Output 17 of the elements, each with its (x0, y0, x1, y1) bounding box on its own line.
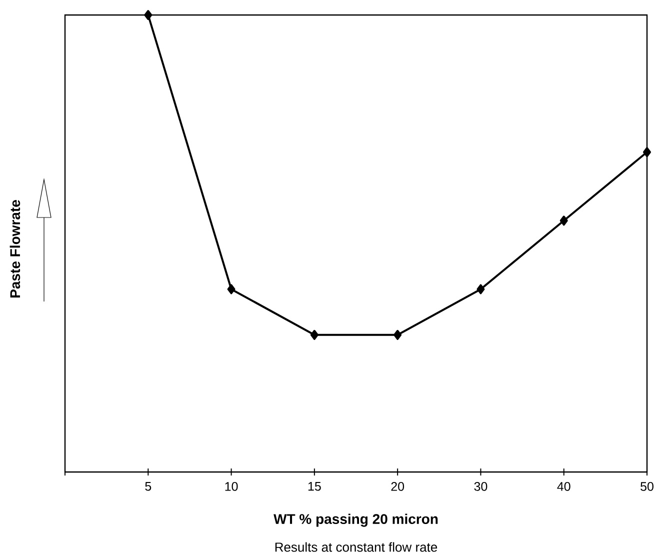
x-tick-label: 50 (640, 482, 654, 491)
point (310, 330, 318, 340)
text: Results at constant flow rate (275, 542, 438, 552)
x-tick-label: 5 (145, 482, 152, 491)
y-axis-title: Paste Flowrate (10, 200, 20, 298)
point (476, 284, 485, 294)
x-tick-label: 20 (391, 482, 404, 491)
point (394, 330, 402, 340)
x-tick-label: 15 (308, 482, 321, 491)
x-tick-label: 40 (557, 482, 570, 491)
x-axis-title: WT % passing 20 micron (274, 514, 438, 527)
point (227, 284, 236, 294)
point (643, 147, 652, 158)
point (560, 216, 568, 226)
x-tick-label: 10 (225, 482, 238, 491)
point (144, 10, 152, 20)
x-tick-label: 30 (474, 482, 488, 491)
